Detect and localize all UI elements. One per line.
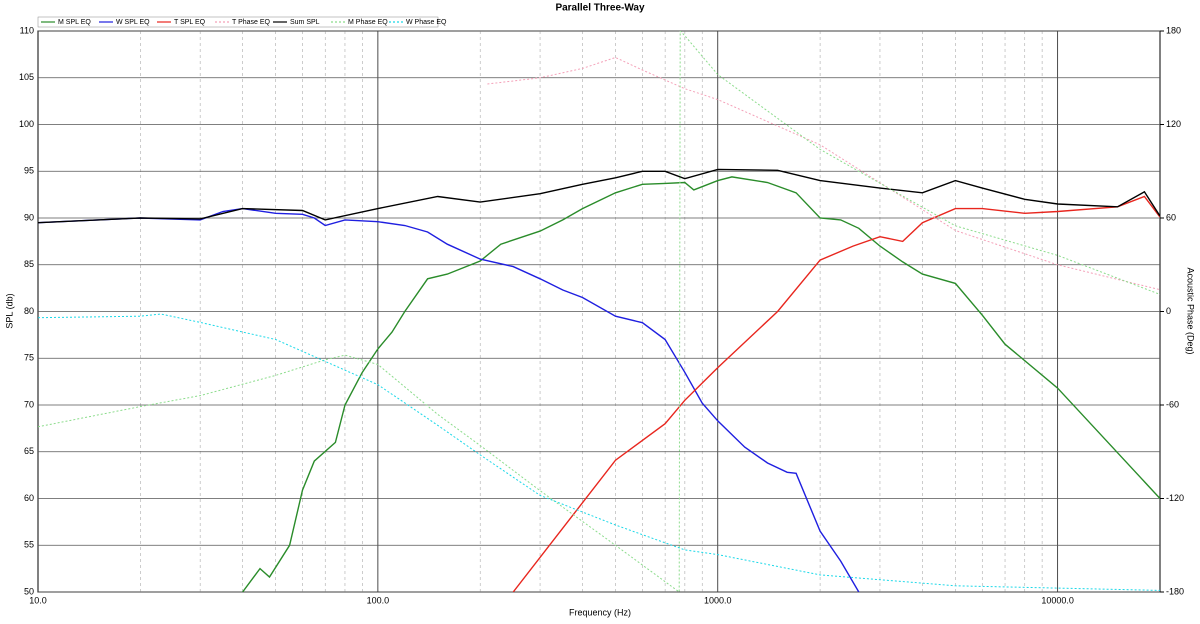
legend-label: Sum SPL xyxy=(290,19,320,26)
y-tick-label: 55 xyxy=(24,540,34,550)
legend-label: W SPL EQ xyxy=(116,19,150,26)
y2-tick-label: 180 xyxy=(1166,25,1181,35)
x-axis-label: Frequency (Hz) xyxy=(569,607,631,617)
series-line xyxy=(512,195,1160,592)
lines xyxy=(38,31,1160,592)
y-tick-label: 95 xyxy=(24,166,34,176)
y-tick-label: 60 xyxy=(24,493,34,503)
y-tick-label: 70 xyxy=(24,399,34,409)
x-tick-label: 10.0 xyxy=(29,595,47,605)
legend-label: T Phase EQ xyxy=(232,19,271,26)
y-tick-label: 80 xyxy=(24,306,34,316)
chart-title: Parallel Three-Way xyxy=(555,3,645,14)
series-line xyxy=(487,56,1160,291)
y-tick-label: 105 xyxy=(19,72,34,82)
y-tick-label: 75 xyxy=(24,353,34,363)
legend-box xyxy=(37,16,439,28)
series-line xyxy=(242,176,1160,592)
y-tick-label: 110 xyxy=(20,25,34,35)
y-axis-label: SPL (db) xyxy=(4,293,14,328)
series-line xyxy=(38,313,1160,591)
y2-tick-label: 120 xyxy=(1166,119,1181,129)
y2-tick-label: -180 xyxy=(1166,586,1184,596)
y-tick-label: 85 xyxy=(24,259,34,269)
grid xyxy=(37,30,1160,593)
y-tick-label: 65 xyxy=(24,446,34,456)
y-tick-label: 100 xyxy=(19,119,34,129)
y-tick-label: 90 xyxy=(24,212,34,222)
series-line xyxy=(38,31,1160,592)
series-line xyxy=(38,207,860,592)
series-line xyxy=(38,168,1160,224)
x-tick-label: 10000.0 xyxy=(1041,595,1074,605)
legend-label: M SPL EQ xyxy=(58,19,91,26)
legend-label: M Phase EQ xyxy=(348,19,388,26)
y2-tick-label: -60 xyxy=(1166,399,1179,409)
y-tick-label: 50 xyxy=(24,586,34,596)
y2-axis-label: Acoustic Phase (Deg) xyxy=(1186,267,1196,354)
x-tick-label: 1000.0 xyxy=(704,595,732,605)
y2-tick-label: 0 xyxy=(1166,306,1171,316)
y2-tick-label: 60 xyxy=(1166,212,1176,222)
legend-label: W Phase EQ xyxy=(406,19,447,26)
legend-label: T SPL EQ xyxy=(174,19,206,26)
x-tick-label: 100.0 xyxy=(367,595,390,605)
y2-tick-label: -120 xyxy=(1166,493,1184,503)
